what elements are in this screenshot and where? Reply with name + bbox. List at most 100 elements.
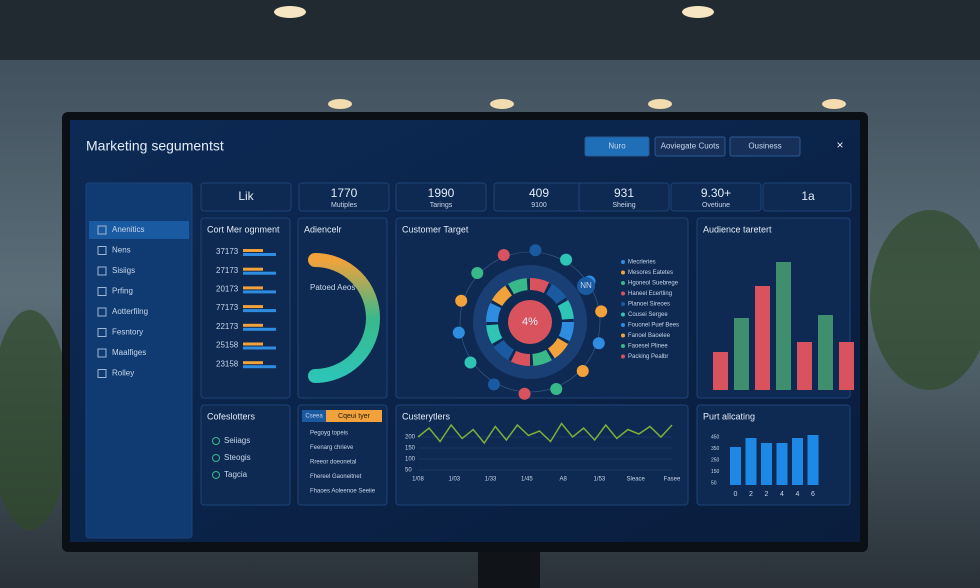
nav-icon[interactable] bbox=[97, 328, 107, 337]
segment-bar bbox=[243, 271, 276, 275]
nav-item[interactable]: Rolley bbox=[112, 369, 134, 378]
segment-bar bbox=[243, 253, 276, 256]
bar bbox=[755, 286, 770, 390]
node bbox=[560, 253, 573, 266]
segment-row: 37173 bbox=[216, 247, 239, 256]
segment-bar bbox=[243, 365, 276, 369]
filter-radio[interactable] bbox=[212, 454, 220, 462]
x-tick-label: 0 bbox=[734, 491, 738, 498]
legend-item: Fanoel Baoelee bbox=[628, 333, 671, 339]
text-line: Pegoyg topeis bbox=[310, 431, 348, 437]
legend-dot bbox=[621, 312, 625, 317]
y-tick-label: 200 bbox=[405, 435, 416, 441]
panel bbox=[578, 182, 670, 212]
panel-title: Custerytlers bbox=[402, 411, 451, 421]
kpi-label: Mutiples bbox=[331, 202, 358, 209]
nav-item[interactable]: Fesntory bbox=[112, 328, 143, 337]
filter-item[interactable]: Seiiags bbox=[224, 436, 250, 445]
y-tick-label: 250 bbox=[711, 457, 720, 463]
x-tick-label: 4 bbox=[796, 491, 800, 498]
node bbox=[595, 305, 608, 318]
nav-item[interactable]: Sisiigs bbox=[112, 266, 135, 275]
light bbox=[274, 6, 306, 18]
filter-radio[interactable] bbox=[212, 471, 220, 479]
nav-icon[interactable] bbox=[97, 287, 107, 296]
kpi-value: 9.30+ bbox=[701, 186, 731, 200]
header-button-label[interactable]: Nuro bbox=[608, 142, 626, 151]
bar bbox=[807, 435, 819, 485]
y-tick-label: 350 bbox=[711, 446, 720, 452]
node-label: NN bbox=[580, 281, 592, 290]
header-button-label[interactable]: Ousiness bbox=[748, 142, 781, 151]
panel-title: Cofeslotters bbox=[207, 411, 256, 421]
ceiling bbox=[0, 0, 980, 60]
panel bbox=[85, 182, 193, 539]
segment-row: 77173 bbox=[216, 303, 239, 312]
header-button[interactable] bbox=[729, 136, 801, 157]
segment-bar bbox=[243, 323, 263, 327]
nav-icon[interactable] bbox=[97, 225, 107, 235]
header-button[interactable] bbox=[654, 136, 726, 157]
legend-item: Planoei Sireoes bbox=[628, 302, 670, 308]
legend-item: Faoesel Plinee bbox=[628, 344, 668, 350]
filter-item[interactable]: Tagcia bbox=[224, 470, 248, 479]
legend-dot bbox=[621, 344, 625, 348]
segment-row: 22173 bbox=[216, 322, 239, 331]
legend-dot bbox=[621, 323, 625, 327]
text-line: Fhereel Gaoneitnet bbox=[310, 474, 362, 480]
legend-item: Haneel Ecertling bbox=[628, 291, 672, 297]
nav-item[interactable]: Anenitics bbox=[112, 225, 144, 234]
segment-bar bbox=[243, 286, 263, 290]
x-tick-label: 6 bbox=[811, 491, 815, 498]
legend-item: Hgoneol Suebrege bbox=[628, 281, 679, 287]
node bbox=[518, 387, 531, 400]
ring bbox=[473, 265, 587, 379]
nav-icon[interactable] bbox=[97, 266, 107, 276]
nav-icon[interactable] bbox=[97, 307, 107, 317]
bar bbox=[818, 315, 833, 390]
legend-item: Packing Pealbr bbox=[628, 354, 668, 360]
legend-item: Mesores Eatetes bbox=[628, 270, 673, 276]
nav-icon[interactable] bbox=[97, 348, 107, 358]
close-button[interactable]: × bbox=[836, 138, 843, 152]
node bbox=[497, 248, 510, 261]
kpi-label: Ovetiune bbox=[702, 202, 730, 209]
node bbox=[592, 337, 605, 350]
tab[interactable] bbox=[326, 410, 382, 422]
light bbox=[682, 6, 714, 18]
nav-item[interactable]: Maalfiges bbox=[112, 348, 146, 357]
donut-arc bbox=[308, 253, 380, 383]
nav-item[interactable]: Prfing bbox=[112, 287, 133, 296]
y-tick-label: 100 bbox=[405, 457, 416, 463]
header-button[interactable] bbox=[584, 136, 650, 157]
tab[interactable] bbox=[302, 410, 326, 422]
kpi-value: 1770 bbox=[331, 186, 358, 200]
tab-label[interactable]: Cseea bbox=[305, 414, 323, 420]
kpi-value: 1a bbox=[801, 189, 815, 203]
panel bbox=[200, 404, 291, 506]
legend-dot bbox=[621, 281, 625, 285]
panel-title: Cort Mer ognment bbox=[207, 224, 280, 234]
center-value: 4% bbox=[522, 316, 538, 328]
legend-item: Mecrleries bbox=[628, 260, 656, 266]
x-tick-label: 2 bbox=[749, 491, 753, 498]
nav-icon[interactable] bbox=[97, 369, 107, 378]
nav-icon[interactable] bbox=[97, 246, 107, 255]
bar bbox=[734, 318, 749, 390]
ring-segment bbox=[529, 278, 550, 294]
bar bbox=[792, 438, 803, 485]
node bbox=[487, 378, 500, 391]
header-button-label[interactable]: Aoviegate Cuots bbox=[661, 142, 720, 151]
legend-item: Fouonel Puef Bees bbox=[628, 323, 679, 329]
tab-label[interactable]: Cqeui tyer bbox=[338, 413, 371, 420]
x-tick-label: Sleace bbox=[627, 477, 646, 483]
segment-bar bbox=[243, 305, 263, 309]
nav-item[interactable]: Nens bbox=[112, 246, 131, 255]
y-tick-label: 50 bbox=[405, 468, 412, 474]
nav-item[interactable]: Aotterfilng bbox=[112, 307, 148, 316]
filter-radio[interactable] bbox=[212, 437, 220, 445]
stand bbox=[478, 550, 540, 588]
ring-segment bbox=[486, 324, 503, 344]
filter-item[interactable]: Steogis bbox=[224, 453, 251, 462]
